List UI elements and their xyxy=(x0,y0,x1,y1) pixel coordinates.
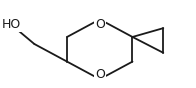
Text: HO: HO xyxy=(2,18,21,31)
Text: O: O xyxy=(95,68,105,81)
Text: O: O xyxy=(95,18,105,31)
